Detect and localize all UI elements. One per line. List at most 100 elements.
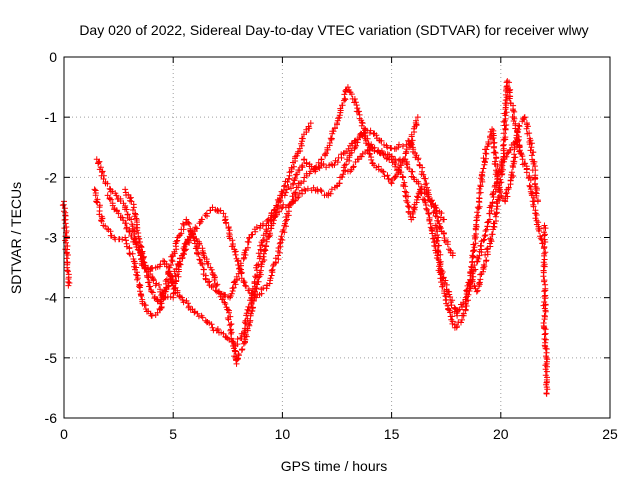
data-point-run [95, 158, 109, 185]
data-point [307, 120, 314, 127]
data-point-run [540, 313, 551, 365]
data-point-run [170, 285, 184, 300]
data-point-run [468, 278, 479, 292]
data-point-run [126, 229, 144, 257]
data-point-run [521, 114, 535, 148]
data-points [59, 78, 551, 397]
data-point-run [92, 187, 106, 225]
data-point-run [302, 184, 319, 194]
data-point [183, 216, 190, 223]
series-arc-a [59, 198, 73, 289]
data-point [224, 306, 231, 313]
data-point-run [291, 156, 307, 184]
y-axis-label: SDTVAR / TECUs [8, 182, 24, 294]
data-point-run [500, 79, 511, 160]
data-point-run [489, 127, 503, 191]
data-point [130, 204, 137, 211]
data-point [122, 234, 129, 241]
chart-title: Day 020 of 2022, Sidereal Day-to-day VTE… [79, 22, 588, 38]
data-point-run [325, 182, 341, 197]
data-point [441, 216, 448, 223]
data-point [242, 336, 249, 343]
data-point-run [188, 218, 204, 238]
data-point [379, 168, 386, 175]
data-point [480, 264, 487, 271]
x-tick-label: 20 [493, 426, 509, 442]
data-point-run [502, 177, 514, 202]
data-point-run [122, 189, 137, 208]
data-point-run [149, 306, 163, 319]
data-point-run [248, 247, 264, 298]
data-point-run [288, 140, 305, 172]
data-point [543, 390, 550, 397]
data-point-run [241, 295, 255, 336]
data-point-run [542, 362, 551, 397]
data-point [528, 144, 535, 151]
data-point-run [331, 151, 345, 168]
data-point [301, 186, 308, 193]
data-point [517, 150, 524, 157]
series-arc-h [467, 78, 524, 295]
x-tick-label: 5 [169, 426, 177, 442]
data-point-run [257, 212, 275, 249]
data-point-run [208, 266, 222, 295]
data-point-run [141, 301, 154, 317]
data-point [482, 150, 489, 157]
data-point-run [369, 144, 383, 156]
series-arc-e [122, 84, 421, 349]
data-point [148, 288, 155, 295]
data-point-run [303, 159, 318, 173]
data-point [301, 156, 308, 163]
data-point-run [248, 224, 263, 238]
data-point-run [540, 225, 549, 315]
data-point-run [334, 86, 350, 124]
data-point-run [192, 243, 209, 282]
data-point-run [403, 158, 416, 180]
data-point [473, 288, 480, 295]
data-point-run [477, 210, 493, 249]
data-point [91, 186, 98, 193]
data-point [519, 156, 526, 163]
x-tick-label: 25 [602, 426, 618, 442]
tick-marks [63, 56, 611, 419]
data-point-run [263, 255, 282, 289]
data-point-run [205, 278, 219, 294]
data-point-run [286, 180, 302, 208]
data-point-run [444, 302, 458, 328]
data-point [373, 132, 380, 139]
data-point-run [398, 146, 410, 169]
data-point-run [104, 180, 119, 197]
series-arc-g [432, 114, 541, 319]
data-point-run [525, 175, 539, 217]
series-arc-i [540, 222, 551, 397]
data-point-run [130, 207, 149, 269]
data-point [462, 294, 469, 301]
data-point-run [112, 236, 126, 243]
x-tick-label: 0 [60, 426, 68, 442]
data-point-run [510, 115, 524, 156]
data-point-run [117, 214, 133, 234]
data-point-run [210, 326, 225, 336]
data-point [521, 114, 528, 121]
x-tick-label: 15 [384, 426, 400, 442]
data-point-run [527, 147, 541, 204]
data-point [438, 270, 445, 277]
data-point [220, 210, 227, 217]
data-point-run [357, 146, 373, 160]
data-point-run [162, 293, 174, 301]
data-point [344, 84, 351, 91]
data-point-run [493, 158, 506, 216]
data-point [290, 180, 297, 187]
data-point-run [342, 140, 356, 156]
data-point-run [416, 162, 434, 205]
data-point-run [275, 208, 292, 256]
data-point [323, 150, 330, 157]
data-point [113, 192, 120, 199]
data-point [353, 102, 360, 109]
data-point-run [292, 187, 306, 204]
data-point-run [106, 195, 121, 215]
data-point-run [346, 87, 359, 106]
data-point-run [400, 174, 414, 220]
data-point-run [440, 230, 456, 257]
